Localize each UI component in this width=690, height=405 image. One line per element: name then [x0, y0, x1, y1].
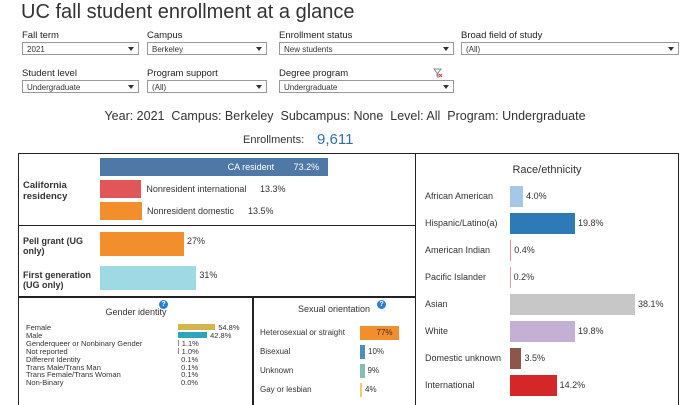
- filter-label: Program support: [147, 68, 218, 79]
- value-label: 4.0%: [526, 191, 547, 201]
- bar: [100, 266, 197, 290]
- category-label: Male: [26, 330, 43, 340]
- panel-title: Gender identity: [105, 307, 167, 317]
- bar: [360, 345, 365, 359]
- category-label: Female: [26, 323, 52, 332]
- filter-label: Campus: [147, 30, 183, 41]
- value-label: 10%: [368, 347, 385, 356]
- value-label: 9%: [367, 366, 380, 375]
- value-label: 13.5%: [248, 206, 274, 216]
- bar: [100, 158, 328, 176]
- bar: [510, 240, 512, 261]
- value-label: 0.1%: [181, 354, 199, 364]
- value-label: 0.1%: [181, 370, 199, 380]
- category-label: Domestic unknown: [425, 353, 502, 363]
- category-label: African American: [425, 191, 494, 201]
- bar: [178, 347, 179, 354]
- category-label: Genderqueer or Nonbinary Gender: [26, 338, 143, 348]
- race-panel: [415, 153, 679, 405]
- value-label: 4%: [365, 385, 377, 394]
- category-label: First generation (UG only): [23, 270, 92, 290]
- value-label: 13.3%: [260, 184, 286, 194]
- value-label: 73.2%: [293, 162, 320, 172]
- category-label: Trans Female/Trans Woman: [26, 370, 121, 380]
- value-label: 19.8%: [577, 326, 604, 336]
- bar: [360, 383, 362, 397]
- value-label: 1.1%: [181, 338, 199, 348]
- bar: [178, 324, 216, 330]
- category-label: Unknown: [260, 366, 294, 375]
- filter-dropdown[interactable]: Undergraduate: [279, 80, 454, 93]
- filter-dropdown[interactable]: 2021: [22, 42, 139, 55]
- category-label: Nonresident international: [146, 184, 247, 194]
- category-label: American Indian: [425, 245, 491, 255]
- page-title: UC fall student enrollment at a glance: [21, 1, 355, 23]
- category-label: Not reported: [26, 346, 68, 356]
- category-label: CA resident: [227, 162, 275, 172]
- category-label: Pell grant (UG only): [23, 236, 84, 256]
- value-label: 19.8%: [577, 218, 604, 228]
- bar: [510, 213, 575, 234]
- category-label: Pacific Islander: [425, 272, 487, 282]
- value-label: 0.4%: [514, 245, 535, 255]
- value-label: 0.0%: [181, 378, 199, 388]
- bar: [178, 339, 179, 346]
- filter-label: Broad field of study: [461, 30, 543, 41]
- value-label: 0.1%: [181, 362, 199, 372]
- bar: [360, 364, 365, 378]
- filter-label: Student level: [22, 68, 77, 79]
- category-label: International: [425, 380, 475, 390]
- bar: [510, 267, 511, 288]
- category-label: Different Identity: [26, 354, 81, 364]
- filter-dropdown[interactable]: (All): [147, 80, 267, 93]
- panel-title: Race/ethnicity: [512, 164, 582, 176]
- category-label: Hispanic/Latino(a): [425, 218, 498, 228]
- value-label: 31%: [199, 270, 218, 280]
- bar: [510, 321, 575, 342]
- bar: [100, 232, 184, 256]
- enrollments-label: Enrollments:: [243, 134, 305, 146]
- value-label: 77%: [376, 328, 393, 337]
- category-label: Non-Binary: [26, 378, 64, 388]
- bar: [510, 294, 635, 315]
- clear-filter-icon[interactable]: [433, 68, 443, 78]
- panel-title: California residency: [23, 180, 68, 202]
- value-label: 38.1%: [637, 299, 664, 309]
- help-icon[interactable]: ?: [377, 300, 386, 309]
- summary: Year: 2021 Campus: Berkeley Subcampus: N…: [104, 109, 586, 123]
- value-label: 3.5%: [524, 353, 545, 363]
- bar: [510, 375, 557, 396]
- filter-dropdown[interactable]: New students: [279, 42, 454, 55]
- gender-panel: [18, 296, 254, 405]
- filter-label: Fall term: [22, 30, 59, 41]
- value-label: 27%: [186, 236, 205, 246]
- filter-label: Degree program: [279, 68, 349, 79]
- bar: [100, 202, 142, 220]
- category-label: Gay or lesbian: [260, 385, 312, 394]
- category-label: White: [425, 326, 449, 336]
- bar: [510, 186, 524, 207]
- enrollments-value: 9,611: [317, 131, 354, 148]
- bar: [178, 331, 208, 338]
- category-label: Trans Male/Trans Man: [26, 362, 101, 372]
- category-label: Heterosexual or straight: [260, 328, 345, 337]
- value-label: 42.8%: [210, 330, 232, 340]
- category-label: Nonresident domestic: [146, 206, 235, 216]
- value-label: 1.0%: [181, 346, 199, 356]
- help-icon[interactable]: ?: [159, 300, 168, 309]
- panel-title: Sexual orientation: [297, 304, 371, 314]
- bar: [100, 180, 142, 198]
- category-label: Asian: [425, 299, 448, 309]
- category-label: Bisexual: [260, 347, 291, 356]
- filter-dropdown[interactable]: Undergraduate: [22, 80, 139, 93]
- bar: [360, 326, 399, 340]
- value-label: 54.8%: [218, 323, 240, 332]
- filter-label: Enrollment status: [279, 30, 353, 41]
- value-label: 0.2%: [513, 272, 535, 282]
- filter-dropdown[interactable]: (All): [461, 42, 679, 55]
- bar: [510, 348, 522, 369]
- value-label: 14.2%: [559, 380, 586, 390]
- filter-dropdown[interactable]: Berkeley: [147, 42, 267, 55]
